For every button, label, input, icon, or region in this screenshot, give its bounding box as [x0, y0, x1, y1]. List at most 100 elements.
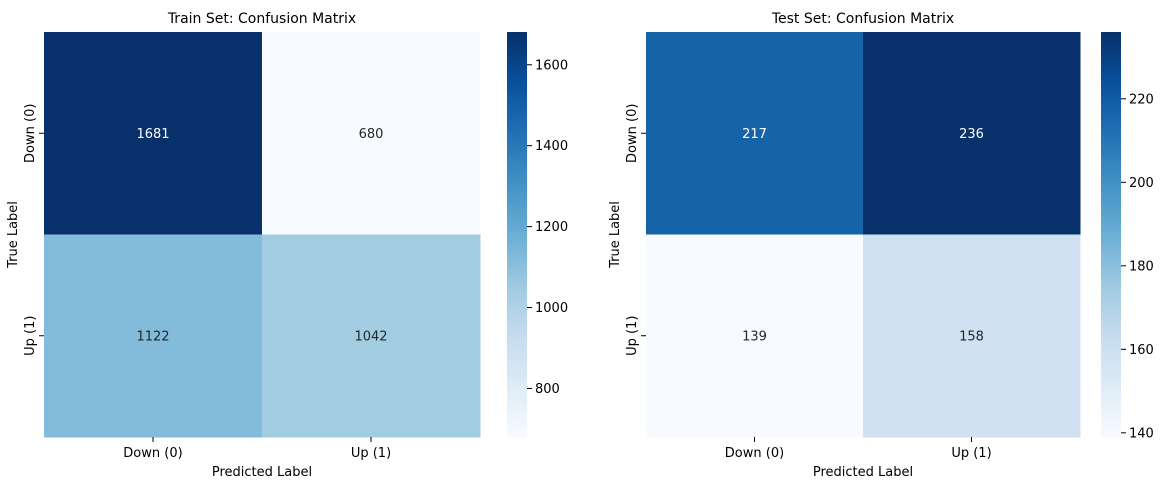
test-heatmap-cell	[646, 234, 864, 438]
train-colorbar-segment	[507, 170, 527, 175]
test-colorbar-segment	[1101, 410, 1121, 414]
train-colorbar-segment	[507, 200, 527, 205]
train-chart-title: Train Set: Confusion Matrix	[167, 11, 356, 27]
test-x-axis-label: Predicted Label	[813, 465, 913, 480]
train-colorbar-segment	[507, 416, 527, 421]
train-colorbar-segment	[507, 116, 527, 121]
test-y-tick-label: Up (1)	[625, 316, 640, 356]
test-colorbar-segment	[1101, 315, 1121, 320]
train-colorbar-segment	[507, 82, 527, 87]
train-colorbar-segment	[507, 207, 527, 212]
test-colorbar-segment	[1101, 89, 1121, 94]
test-colorbar-segment	[1101, 194, 1121, 198]
test-colorbar-segment	[1101, 180, 1121, 185]
test-colorbar-segment	[1101, 403, 1121, 408]
test-cell-value-label: 236	[959, 127, 984, 142]
test-colorbar-segment	[1101, 302, 1121, 306]
train-colorbar-segment	[507, 156, 527, 161]
test-colorbar-segment	[1101, 423, 1121, 428]
train-colorbar-segment	[507, 315, 527, 320]
test-colorbar-segment	[1101, 352, 1121, 357]
train-colorbar-segment	[507, 140, 527, 144]
test-colorbar-segment	[1101, 82, 1121, 87]
test-colorbar-segment	[1101, 96, 1121, 101]
train-heatmap-cell	[262, 234, 481, 438]
train-x-tick-label: Up (1)	[351, 446, 391, 461]
train-colorbar-segment	[507, 342, 527, 347]
train-colorbar-segment	[507, 264, 527, 269]
test-colorbar-tick-label: 140	[1129, 426, 1154, 441]
test-colorbar-segment	[1101, 362, 1121, 367]
train-colorbar-segment	[507, 352, 527, 357]
train-colorbar-segment	[507, 86, 527, 90]
train-colorbar-segment	[507, 248, 527, 252]
test-colorbar-segment	[1101, 153, 1121, 158]
train-colorbar-segment	[507, 227, 527, 232]
test-colorbar-segment	[1101, 146, 1121, 151]
train-colorbar-segment	[507, 146, 527, 151]
train-colorbar-segment	[507, 129, 527, 134]
test-colorbar-segment	[1101, 109, 1121, 114]
train-colorbar-segment	[507, 389, 527, 394]
test-colorbar-segment	[1101, 48, 1121, 53]
train-colorbar-segment	[507, 210, 527, 215]
test-colorbar-segment	[1101, 140, 1121, 144]
train-colorbar-segment	[507, 305, 527, 310]
train-colorbar-segment	[507, 72, 527, 77]
train-colorbar-segment	[507, 173, 527, 178]
train-colorbar-tick-label: 1000	[535, 301, 568, 316]
train-colorbar-segment	[507, 69, 527, 74]
test-colorbar-segment	[1101, 426, 1121, 431]
train-colorbar-segment	[507, 410, 527, 414]
train-colorbar-segment	[507, 136, 527, 141]
train-colorbar-segment	[507, 322, 527, 327]
test-colorbar-segment	[1101, 379, 1121, 384]
train-colorbar-segment	[507, 32, 527, 36]
train-colorbar-segment	[507, 183, 527, 188]
test-colorbar-segment	[1101, 200, 1121, 205]
train-colorbar-segment	[507, 241, 527, 246]
train-colorbar-segment	[507, 413, 527, 418]
train-colorbar-segment	[507, 167, 527, 171]
test-colorbar-segment	[1101, 129, 1121, 134]
test-colorbar-segment	[1101, 430, 1121, 435]
train-colorbar-segment	[507, 339, 527, 344]
test-colorbar-segment	[1101, 79, 1121, 84]
train-colorbar-segment	[507, 143, 527, 148]
test-heatmap-cell	[863, 234, 1081, 438]
train-colorbar-segment	[507, 258, 527, 263]
train-colorbar-segment	[507, 332, 527, 337]
train-colorbar-segment	[507, 271, 527, 276]
train-y-tick-label: Up (1)	[23, 316, 38, 356]
train-colorbar-segment	[507, 119, 527, 124]
test-colorbar-tick-label: 180	[1129, 259, 1154, 274]
train-colorbar-segment	[507, 288, 527, 293]
train-colorbar-segment	[507, 177, 527, 182]
train-colorbar-segment	[507, 79, 527, 84]
test-colorbar-segment	[1101, 150, 1121, 155]
test-colorbar-segment	[1101, 69, 1121, 74]
train-colorbar-segment	[507, 369, 527, 374]
test-colorbar-segment	[1101, 123, 1121, 128]
test-colorbar-segment	[1101, 92, 1121, 97]
test-colorbar-segment	[1101, 224, 1121, 229]
train-colorbar-segment	[507, 268, 527, 273]
test-colorbar-segment	[1101, 214, 1121, 219]
train-colorbar-segment	[507, 335, 527, 340]
train-colorbar-segment	[507, 285, 527, 290]
test-colorbar-segment	[1101, 298, 1121, 303]
train-colorbar-segment	[507, 99, 527, 104]
train-x-axis-label: Predicted Label	[212, 465, 312, 480]
train-colorbar-segment	[507, 163, 527, 168]
test-cell-value-label: 139	[742, 329, 767, 344]
train-colorbar-segment	[507, 214, 527, 219]
train-colorbar-segment	[507, 254, 527, 259]
test-cell-value-label: 158	[959, 329, 984, 344]
test-colorbar-segment	[1101, 102, 1121, 107]
test-colorbar-segment	[1101, 38, 1121, 43]
test-colorbar-segment	[1101, 65, 1121, 70]
train-colorbar-segment	[507, 386, 527, 391]
test-colorbar-segment	[1101, 241, 1121, 246]
test-colorbar-segment	[1101, 295, 1121, 300]
